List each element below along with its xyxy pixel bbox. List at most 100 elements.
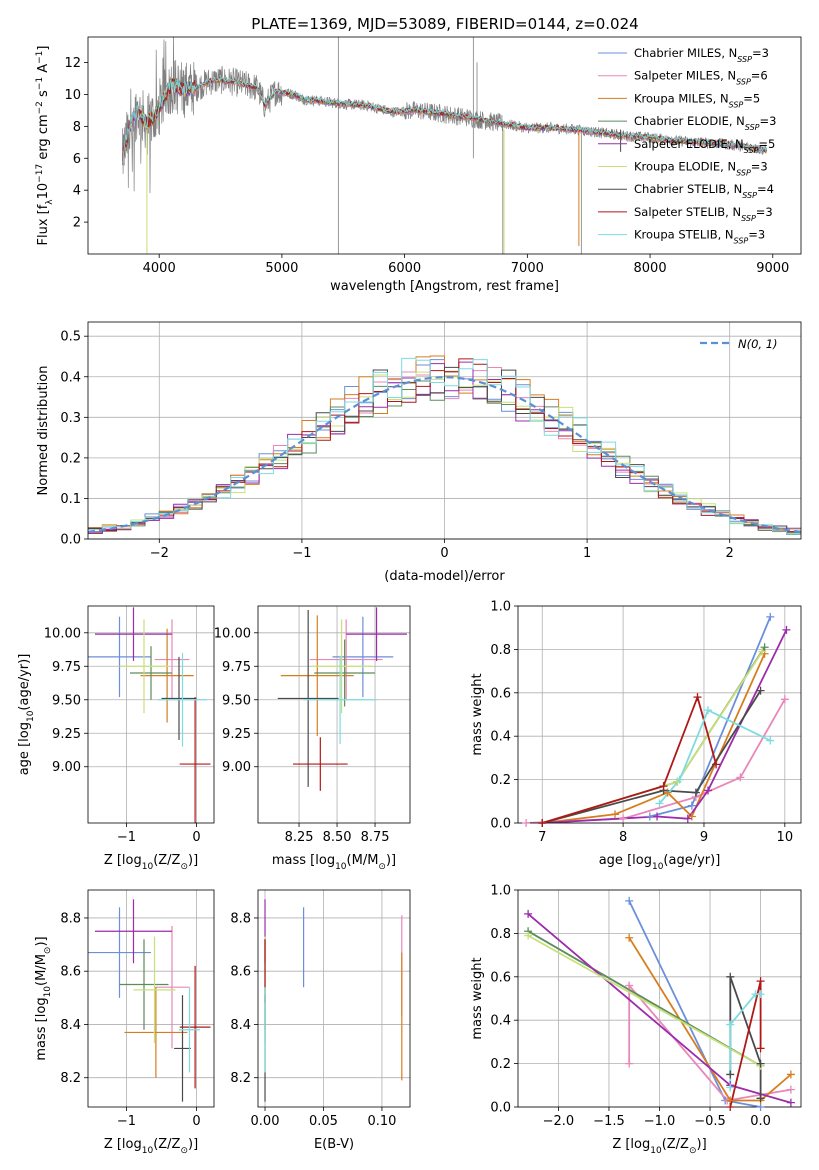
y-axis-label: mass weight — [470, 673, 485, 755]
legend-value: =3 — [751, 160, 768, 174]
legend-name: Salpeter STELIB, N — [634, 205, 741, 219]
legend-name: Chabrier ELODIE, N — [634, 114, 745, 128]
axes-frame — [257, 605, 411, 824]
x-axis-label: Z [log10(Z/Z⊙)] — [104, 853, 198, 872]
legend-value: =4 — [757, 182, 774, 196]
label-part: ⊙ — [43, 947, 53, 955]
axes-frame — [87, 605, 215, 824]
y-tick-label: 0.1 — [60, 492, 81, 507]
label-part: erg cm — [36, 114, 51, 163]
x-tick-label: −1.0 — [644, 1114, 676, 1129]
y-tick-label: 0.8 — [490, 643, 511, 658]
label-part: 10 — [650, 1146, 662, 1156]
mass-weight-line — [542, 651, 763, 823]
y-axis-label: age [log10(age/yr)] — [17, 654, 36, 776]
x-tick-label: 8.50 — [323, 830, 352, 845]
legend-entry: Salpeter MILES, NSSP=6 — [634, 69, 768, 87]
x-axis-label: E(B-V) — [314, 1137, 354, 1152]
axes-frame — [517, 889, 802, 1108]
y-tick-label: 9.75 — [52, 660, 81, 675]
legend-name: Salpeter ELODIE, N — [634, 137, 744, 151]
legend-sub: SSP — [742, 191, 757, 200]
mass-weight-marker — [756, 1094, 765, 1103]
y-tick-label: 10.00 — [44, 626, 81, 641]
y-tick-label: 0.0 — [60, 533, 81, 548]
mass-weight-marker — [780, 695, 789, 704]
mass-weight-line — [729, 980, 762, 1107]
label-part: )] — [188, 853, 198, 868]
axes-frame — [257, 889, 411, 1108]
legend-entry: Chabrier STELIB, NSSP=4 — [634, 182, 774, 200]
legend-sub: SSP — [741, 213, 756, 222]
x-tick-label: 9 — [700, 830, 708, 845]
residual-histogram — [88, 366, 801, 535]
label-part: 10 — [43, 986, 53, 998]
mass-weight-marker — [712, 760, 721, 769]
mass-weight-marker — [687, 812, 696, 821]
x-axis-label: age [log10(age/yr)] — [599, 853, 721, 872]
label-part: Z [log — [104, 853, 142, 868]
mass-weight-marker — [782, 625, 791, 634]
mass-weight-marker — [756, 977, 765, 986]
label-part: A — [36, 64, 51, 77]
mass-weight-marker — [726, 1070, 735, 1079]
x-tick-label: 5000 — [265, 261, 298, 276]
mass-weight-marker — [756, 990, 765, 999]
plot-area — [88, 899, 211, 1102]
y-tick-label: 9.25 — [222, 727, 251, 742]
y-axis-label: Normed distribution — [36, 366, 51, 496]
y-tick-label: 0.0 — [490, 817, 511, 832]
y-tick-label: 8.4 — [60, 1018, 81, 1033]
y-tick-label: 8.6 — [230, 965, 251, 980]
y-tick-label: 8.4 — [230, 1018, 251, 1033]
x-tick-label: −2 — [150, 546, 169, 561]
label-part: Z [log — [612, 1137, 650, 1152]
label-part: mass [log — [272, 853, 335, 868]
legend-name: Kroupa ELODIE, N — [634, 160, 736, 174]
grid-lines — [518, 605, 801, 824]
x-tick-label: −0.5 — [694, 1114, 726, 1129]
mass-weight-marker — [760, 643, 769, 652]
x-tick-label: 7 — [538, 830, 546, 845]
plot-area — [88, 355, 801, 535]
mass-weight-marker — [693, 693, 702, 702]
mass-weight-marker — [726, 1103, 735, 1111]
x-tick-label: 0 — [192, 1114, 200, 1129]
x-tick-label: 4000 — [143, 261, 176, 276]
legend-value: =6 — [751, 69, 768, 83]
x-tick-label: 8.75 — [361, 830, 390, 845]
y-tick-label: 0.2 — [490, 773, 511, 788]
y-tick-label: 1.0 — [490, 884, 511, 899]
x-tick-label: 0 — [440, 546, 448, 561]
residual-histogram — [88, 358, 801, 533]
label-part: )] — [34, 936, 49, 946]
label-part: −2 — [35, 101, 45, 114]
mass-weight-marker — [625, 1059, 634, 1068]
y-axis-label: Flux [fλ10−17 erg cm−2 s−1 A−1] — [35, 46, 55, 246]
y-tick-label: 10 — [64, 88, 81, 103]
label-part: ⊙ — [180, 862, 188, 872]
mass-weight-marker — [675, 775, 684, 784]
label-part: s — [36, 90, 51, 101]
y-tick-label: 0.8 — [490, 927, 511, 942]
x-tick-label: 7000 — [511, 261, 544, 276]
label-part: mass [log — [34, 997, 49, 1060]
y-tick-label: 8 — [73, 120, 81, 135]
mass-weight-marker — [653, 812, 662, 821]
mass-weight-line — [542, 690, 762, 823]
legend-sub: SSP — [736, 168, 751, 177]
label-part: )] — [697, 1137, 707, 1152]
y-axis-label: mass weight — [470, 957, 485, 1039]
y-tick-label: 8.2 — [60, 1071, 81, 1086]
axes-frame — [87, 889, 215, 1108]
plot-area — [264, 899, 403, 1102]
x-tick-label: −1 — [117, 830, 136, 845]
y-tick-label: 8.6 — [60, 965, 81, 980]
x-tick-label: 6000 — [388, 261, 421, 276]
x-tick-label: 8 — [619, 830, 627, 845]
x-tick-label: 8.25 — [285, 830, 314, 845]
y-tick-label: 8.8 — [230, 911, 251, 926]
legend-name: Chabrier MILES, N — [634, 46, 737, 60]
y-tick-label: 6 — [73, 152, 81, 167]
y-tick-label: 2 — [73, 216, 81, 231]
